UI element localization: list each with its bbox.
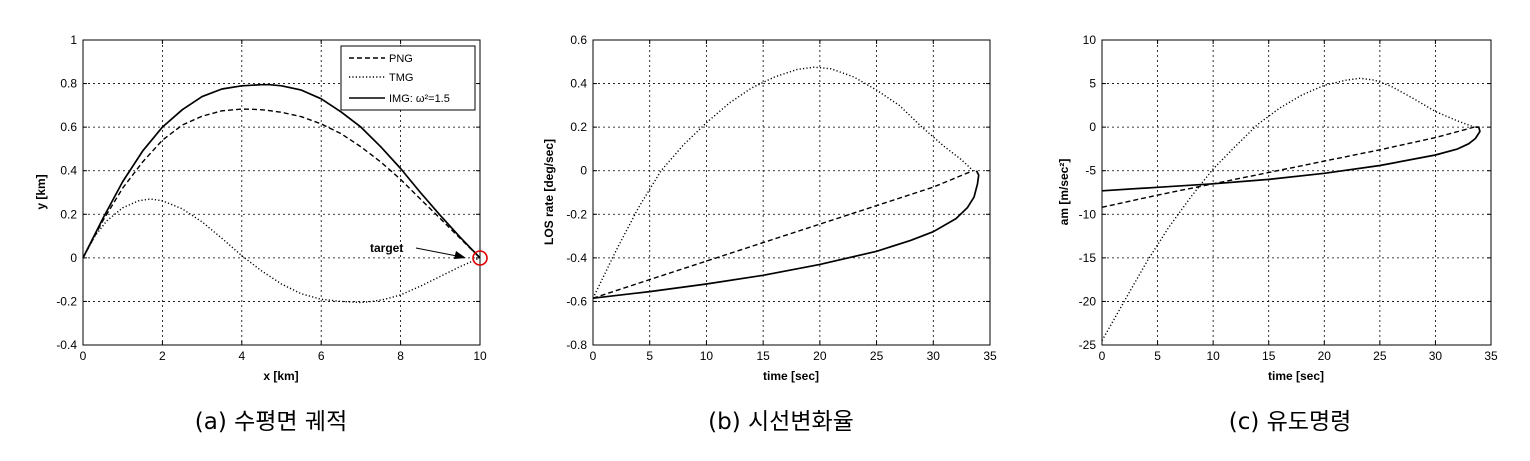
y-tick-label: 0 — [70, 251, 77, 265]
series-line-dashed — [1101, 126, 1475, 208]
y-tick-label: -10 — [1079, 207, 1097, 221]
legend-png-label: PNG — [389, 53, 413, 65]
x-tick-label: 0 — [80, 349, 87, 363]
chart-b-series — [592, 66, 980, 300]
chart-c-guidance-command: 0 5 10 15 20 25 30 35 -25 -20 -15 -10 -5 0 5 10 time [s… — [1057, 33, 1498, 383]
legend-tmg-label: TMG — [389, 72, 413, 84]
x-tick-label: 5 — [646, 349, 653, 363]
x-tick-label: 0 — [590, 349, 597, 363]
y-tick-label: 0.2 — [570, 120, 587, 134]
x-tick-label: 2 — [159, 349, 166, 363]
y-tick-label: -0.4 — [56, 338, 77, 352]
y-tick-label: -0.2 — [566, 207, 587, 221]
y-tick-label: 0.2 — [60, 207, 77, 221]
y-tick-label: 1 — [70, 33, 77, 47]
y-tick-label: -20 — [1079, 294, 1097, 308]
y-tick-label: 0.4 — [60, 164, 77, 178]
y-tick-label: -0.6 — [566, 294, 587, 308]
x-tick-label: 4 — [238, 349, 245, 363]
target-arrow-line — [415, 247, 463, 258]
x-tick-label: 30 — [1429, 349, 1443, 363]
x-tick-label: 35 — [1484, 349, 1498, 363]
x-tick-label: 30 — [927, 349, 941, 363]
x-tick-label: 25 — [870, 349, 884, 363]
chart-a-series — [82, 83, 481, 304]
target-label: target — [370, 241, 403, 255]
x-tick-label: 35 — [983, 349, 997, 363]
series-line-solid — [592, 170, 980, 300]
series-line-solid — [1101, 126, 1481, 192]
series-line-dotted — [1101, 77, 1475, 341]
chart-b-ylabel: LOS rate [deg/sec] — [542, 139, 556, 245]
chart-a-ticks: 0 2 4 6 8 10 -0.4 -0.2 0 0.2 0.4 0.6 0.8 1 — [56, 33, 487, 363]
y-tick-label: -0.2 — [56, 294, 77, 308]
chart-b-plot-area — [592, 39, 991, 346]
target-arrow-head — [454, 251, 466, 259]
target-marker — [472, 250, 488, 266]
chart-b-ticks: 0 5 10 15 20 25 30 35 -0.8 -0.6 -0.4 -0.2 0 0.2 0.4 0.6 — [566, 33, 997, 363]
y-tick-label: 0 — [580, 164, 587, 178]
series-line-solid — [82, 83, 481, 259]
chart-c-plot-area — [1101, 39, 1492, 346]
chart-b-los-rate: 0 5 10 15 20 25 30 35 -0.8 -0.6 -0.4 -0.2 0 0.2 0.4 0.6… — [542, 33, 997, 383]
y-tick-label: 10 — [1083, 33, 1097, 47]
legend-img-label: IMG: ω²=1.5 — [389, 93, 450, 105]
caption-c: (c) 유도명령 — [1229, 409, 1352, 435]
x-tick-label: 6 — [318, 349, 325, 363]
x-tick-label: 15 — [756, 349, 770, 363]
y-tick-label: 0.4 — [570, 77, 587, 91]
y-tick-label: 0.8 — [60, 77, 77, 91]
target-annotation: target — [370, 241, 488, 266]
legend-box — [340, 45, 476, 111]
chart-c-grid — [1102, 40, 1491, 345]
y-tick-label: 0.6 — [60, 120, 77, 134]
chart-c-ticks: 0 5 10 15 20 25 30 35 -25 -20 -15 -10 -5 0 5 10 — [1079, 33, 1498, 363]
caption-b: (b) 시선변화율 — [708, 409, 854, 435]
y-tick-label: -25 — [1079, 338, 1097, 352]
chart-c-ylabel: am [m/sec²] — [1057, 159, 1071, 226]
x-tick-label: 10 — [700, 349, 714, 363]
x-tick-label: 10 — [1206, 349, 1220, 363]
y-tick-label: 0 — [1089, 120, 1096, 134]
x-tick-label: 8 — [397, 349, 404, 363]
y-tick-label: -0.8 — [566, 338, 587, 352]
x-tick-label: 20 — [1318, 349, 1332, 363]
chart-a-legend: PNG TMG IMG: ω²=1.5 — [340, 45, 476, 111]
chart-c-xlabel: time [sec] — [1268, 369, 1324, 383]
y-tick-label: -15 — [1079, 251, 1097, 265]
y-tick-label: -5 — [1085, 164, 1096, 178]
x-tick-label: 15 — [1262, 349, 1276, 363]
series-line-dotted — [82, 198, 481, 304]
chart-a-trajectory: 0 2 4 6 8 10 -0.4 -0.2 0 0.2 0.4 0.6 0.8 1 x [km] y [… — [34, 33, 488, 383]
x-tick-label: 10 — [473, 349, 487, 363]
chart-a-ylabel: y [km] — [34, 174, 48, 209]
x-tick-label: 0 — [1099, 349, 1106, 363]
chart-b-xlabel: time [sec] — [763, 369, 819, 383]
y-tick-label: 5 — [1089, 77, 1096, 91]
x-tick-label: 25 — [1373, 349, 1387, 363]
chart-a-xlabel: x [km] — [263, 369, 298, 383]
chart-b-grid — [593, 40, 990, 345]
chart-c-series — [1101, 77, 1481, 341]
x-tick-label: 20 — [813, 349, 827, 363]
x-tick-label: 5 — [1154, 349, 1161, 363]
y-tick-label: 0.6 — [570, 33, 587, 47]
series-line-dotted — [592, 66, 974, 299]
y-tick-label: -0.4 — [566, 251, 587, 265]
caption-a: (a) 수평면 궤적 — [195, 409, 347, 435]
series-line-dashed — [592, 170, 974, 299]
